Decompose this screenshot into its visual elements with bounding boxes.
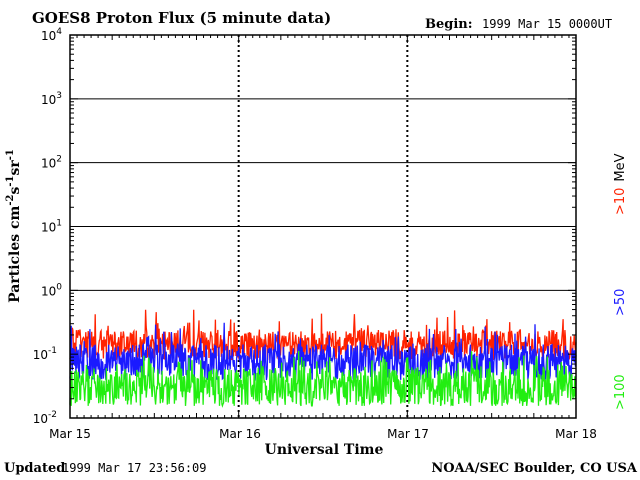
plot-area: 10-2 10-1 100 101 102 103 104 [33, 27, 577, 426]
y-tick-label-4: 102 [41, 155, 62, 171]
updated-value: 1999 Mar 17 23:56:09 [62, 461, 207, 475]
x-tick-label-2: Mar 17 [387, 427, 429, 441]
legend-label-gt100: >100 [613, 374, 628, 410]
x-tick-label-0: Mar 15 [49, 427, 91, 441]
credit: NOAA/SEC Boulder, CO USA [431, 461, 638, 476]
series-line-gt100 [69, 350, 577, 408]
legend-label-gt50: >50 [613, 289, 628, 316]
x-tick-label-3: Mar 18 [555, 427, 597, 441]
x-axis-label: Universal Time [265, 442, 384, 458]
y-tick-label-6: 104 [41, 27, 62, 43]
series-line-gt50 [69, 322, 577, 381]
y-tick-label-5: 103 [41, 91, 62, 107]
y-tick-label-1: 10-1 [33, 346, 57, 362]
y-tick-label-0: 10-2 [33, 410, 57, 426]
chart-title: GOES8 Proton Flux (5 minute data) [32, 9, 331, 27]
updated-label: Updated [4, 461, 65, 476]
y-tick-label-3: 101 [41, 219, 62, 235]
y-axis-label: Particles cm-2s-1sr-1 [5, 149, 23, 303]
begin-value: 1999 Mar 15 0000UT [482, 17, 612, 31]
begin-label: Begin: [425, 17, 473, 32]
legend-label-gt10: >10MeV [613, 153, 628, 215]
x-tick-label-1: Mar 16 [219, 427, 261, 441]
y-tick-label-2: 100 [41, 282, 62, 298]
